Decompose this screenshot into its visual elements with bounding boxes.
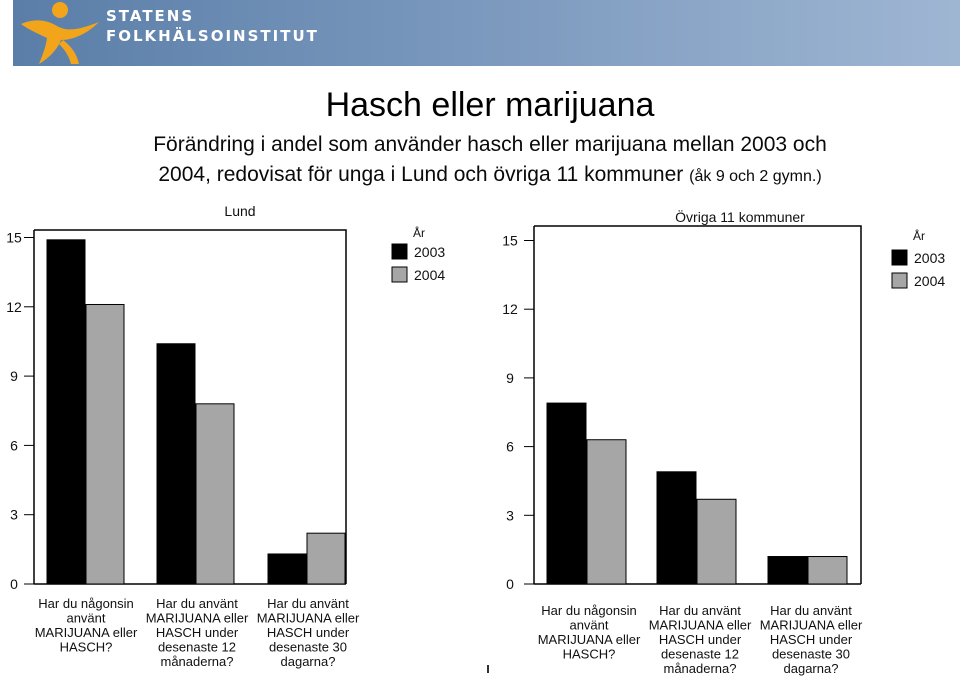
chart1-category-label-line: HASCH? bbox=[60, 640, 113, 655]
chart2-category-label-line: MARIJUANA eller bbox=[538, 632, 641, 647]
chart1-legend-swatch-2004 bbox=[391, 266, 408, 283]
chart2-category-label-line: MARIJUANA eller bbox=[760, 618, 863, 633]
chart1-category-label-line: Har du använt bbox=[156, 596, 238, 611]
chart1-category-label: Har du använt MARIJUANA eller HASCH under d… bbox=[257, 596, 360, 669]
subtitle-line1: Förändring i andel som använder hasch el… bbox=[153, 133, 827, 156]
chart2-category-label-line: Har du någonsin bbox=[541, 603, 636, 618]
chart1-category-label-line: MARIJUANA eller bbox=[35, 625, 138, 640]
chart1-category-label-line: HASCH under bbox=[156, 625, 239, 640]
chart2-category-label-line: använt bbox=[569, 618, 608, 633]
chart1-legend-label-2004: 2004 bbox=[414, 267, 445, 283]
page-subtitle: Förändring i andel som använder hasch el… bbox=[40, 130, 940, 192]
chart1-title: Lund bbox=[224, 203, 255, 219]
chart1-ytick-label: 0 bbox=[10, 576, 18, 592]
chart1-legend-swatch-2003 bbox=[391, 243, 408, 260]
chart1-category-label: Har du någonsin använt MARIJUANA eller HASC… bbox=[35, 596, 138, 655]
chart2-category-label-line: Har du använt bbox=[659, 603, 741, 618]
org-line2: FOLKHÄLSOINSTITUT bbox=[106, 27, 319, 45]
chart2-legend-title: År bbox=[913, 228, 925, 243]
chart2-ytick-label: 3 bbox=[506, 507, 514, 523]
chart2-bar-2004-1 bbox=[586, 439, 627, 585]
chart1-category-label-line: HASCH under bbox=[267, 625, 350, 640]
subtitle-line2: 2004, redovisat för unga i Lund och övri… bbox=[40, 160, 940, 192]
chart1-ytick-label: 6 bbox=[10, 437, 18, 453]
chart1-bar-2004-2 bbox=[195, 403, 235, 585]
chart2-bar-2003-2 bbox=[656, 471, 697, 585]
chart2-legend-label-2003: 2003 bbox=[914, 250, 945, 266]
chart2-ytick-label: 15 bbox=[502, 233, 518, 249]
chart2-category-label: Har du någonsin använt MARIJUANA eller HASC… bbox=[538, 603, 641, 662]
chart1-category-label-line: månaderna? bbox=[161, 654, 234, 669]
chart1-category-label-line: Har du använt bbox=[267, 596, 349, 611]
chart1-legend-label-2003: 2003 bbox=[414, 244, 445, 260]
stray-mark bbox=[487, 665, 489, 673]
chart2-category-label-line: desenaste 30 bbox=[772, 647, 850, 662]
chart2-ytick-label: 6 bbox=[506, 439, 514, 455]
chart1-ytick-label: 3 bbox=[10, 507, 18, 523]
chart1-ytick-label: 15 bbox=[6, 230, 22, 246]
chart2-category-label-line: dagarna? bbox=[784, 661, 839, 676]
chart2-bar-2003-1 bbox=[546, 402, 587, 585]
chart2-ytick-label: 0 bbox=[506, 576, 514, 592]
chart2-category-label-line: HASCH? bbox=[563, 647, 616, 662]
institute-name: STATENS FOLKHÄLSOINSTITUT bbox=[106, 6, 319, 46]
chart2-frame bbox=[534, 225, 862, 584]
chart1-frame bbox=[34, 229, 347, 584]
chart1-bar-2003-1 bbox=[46, 239, 86, 585]
chart2-category-label-line: HASCH under bbox=[659, 632, 742, 647]
chart2-bar-2003-3 bbox=[767, 556, 808, 585]
chart1-category-label-line: dagarna? bbox=[281, 654, 336, 669]
chart2-legend-label-2004: 2004 bbox=[914, 273, 945, 289]
chart1-category-label-line: Har du någonsin bbox=[38, 596, 133, 611]
chart2-title: Övriga 11 kommuner bbox=[675, 208, 805, 225]
chart2-category-label: Har du använt MARIJUANA eller HASCH under d… bbox=[760, 603, 863, 676]
chart1-ytick-label: 9 bbox=[10, 368, 18, 384]
chart2-legend-swatch-2003 bbox=[891, 249, 908, 266]
chart1-category-label: Har du använt MARIJUANA eller HASCH under d… bbox=[146, 596, 249, 669]
chart1-bar-2004-1 bbox=[85, 303, 125, 585]
chart1-category-label-line: desenaste 12 bbox=[158, 640, 236, 655]
page-title: Hasch eller marijuana bbox=[325, 86, 655, 124]
chart1-bar-2003-3 bbox=[267, 553, 307, 585]
header-banner: STATENS FOLKHÄLSOINSTITUT bbox=[13, 0, 960, 66]
chart2-category-label-line: MARIJUANA eller bbox=[649, 618, 752, 633]
chart1-legend-title: År bbox=[413, 225, 425, 240]
chart1-category-label-line: använt bbox=[66, 611, 105, 626]
chart2-category-label: Har du använt MARIJUANA eller HASCH under d… bbox=[649, 603, 752, 676]
chart1-ytick-label: 12 bbox=[6, 299, 22, 315]
institute-logo-icon bbox=[21, 2, 99, 64]
chart1-category-label-line: desenaste 30 bbox=[269, 640, 347, 655]
chart1-bar-2003-2 bbox=[156, 343, 196, 585]
chart2-legend-swatch-2004 bbox=[891, 272, 908, 289]
chart2-bar-2004-2 bbox=[696, 498, 737, 585]
chart2-category-label-line: HASCH under bbox=[770, 632, 853, 647]
subtitle-line2-note: (åk 9 och 2 gymn.) bbox=[689, 168, 822, 185]
chart2-category-label-line: desenaste 12 bbox=[661, 647, 739, 662]
chart1-category-label-line: MARIJUANA eller bbox=[257, 611, 360, 626]
chart2-ytick-label: 12 bbox=[502, 301, 518, 317]
chart1-bar-2004-3 bbox=[306, 532, 346, 585]
chart2-bar-2004-3 bbox=[807, 556, 848, 585]
chart2-category-label-line: månaderna? bbox=[664, 661, 737, 676]
subtitle-line2-main: 2004, redovisat för unga i Lund och övri… bbox=[158, 163, 684, 186]
chart1-category-label-line: MARIJUANA eller bbox=[146, 611, 249, 626]
chart2-ytick-label: 9 bbox=[506, 370, 514, 386]
chart2-category-label-line: Har du använt bbox=[770, 603, 852, 618]
org-line1: STATENS bbox=[106, 7, 195, 25]
